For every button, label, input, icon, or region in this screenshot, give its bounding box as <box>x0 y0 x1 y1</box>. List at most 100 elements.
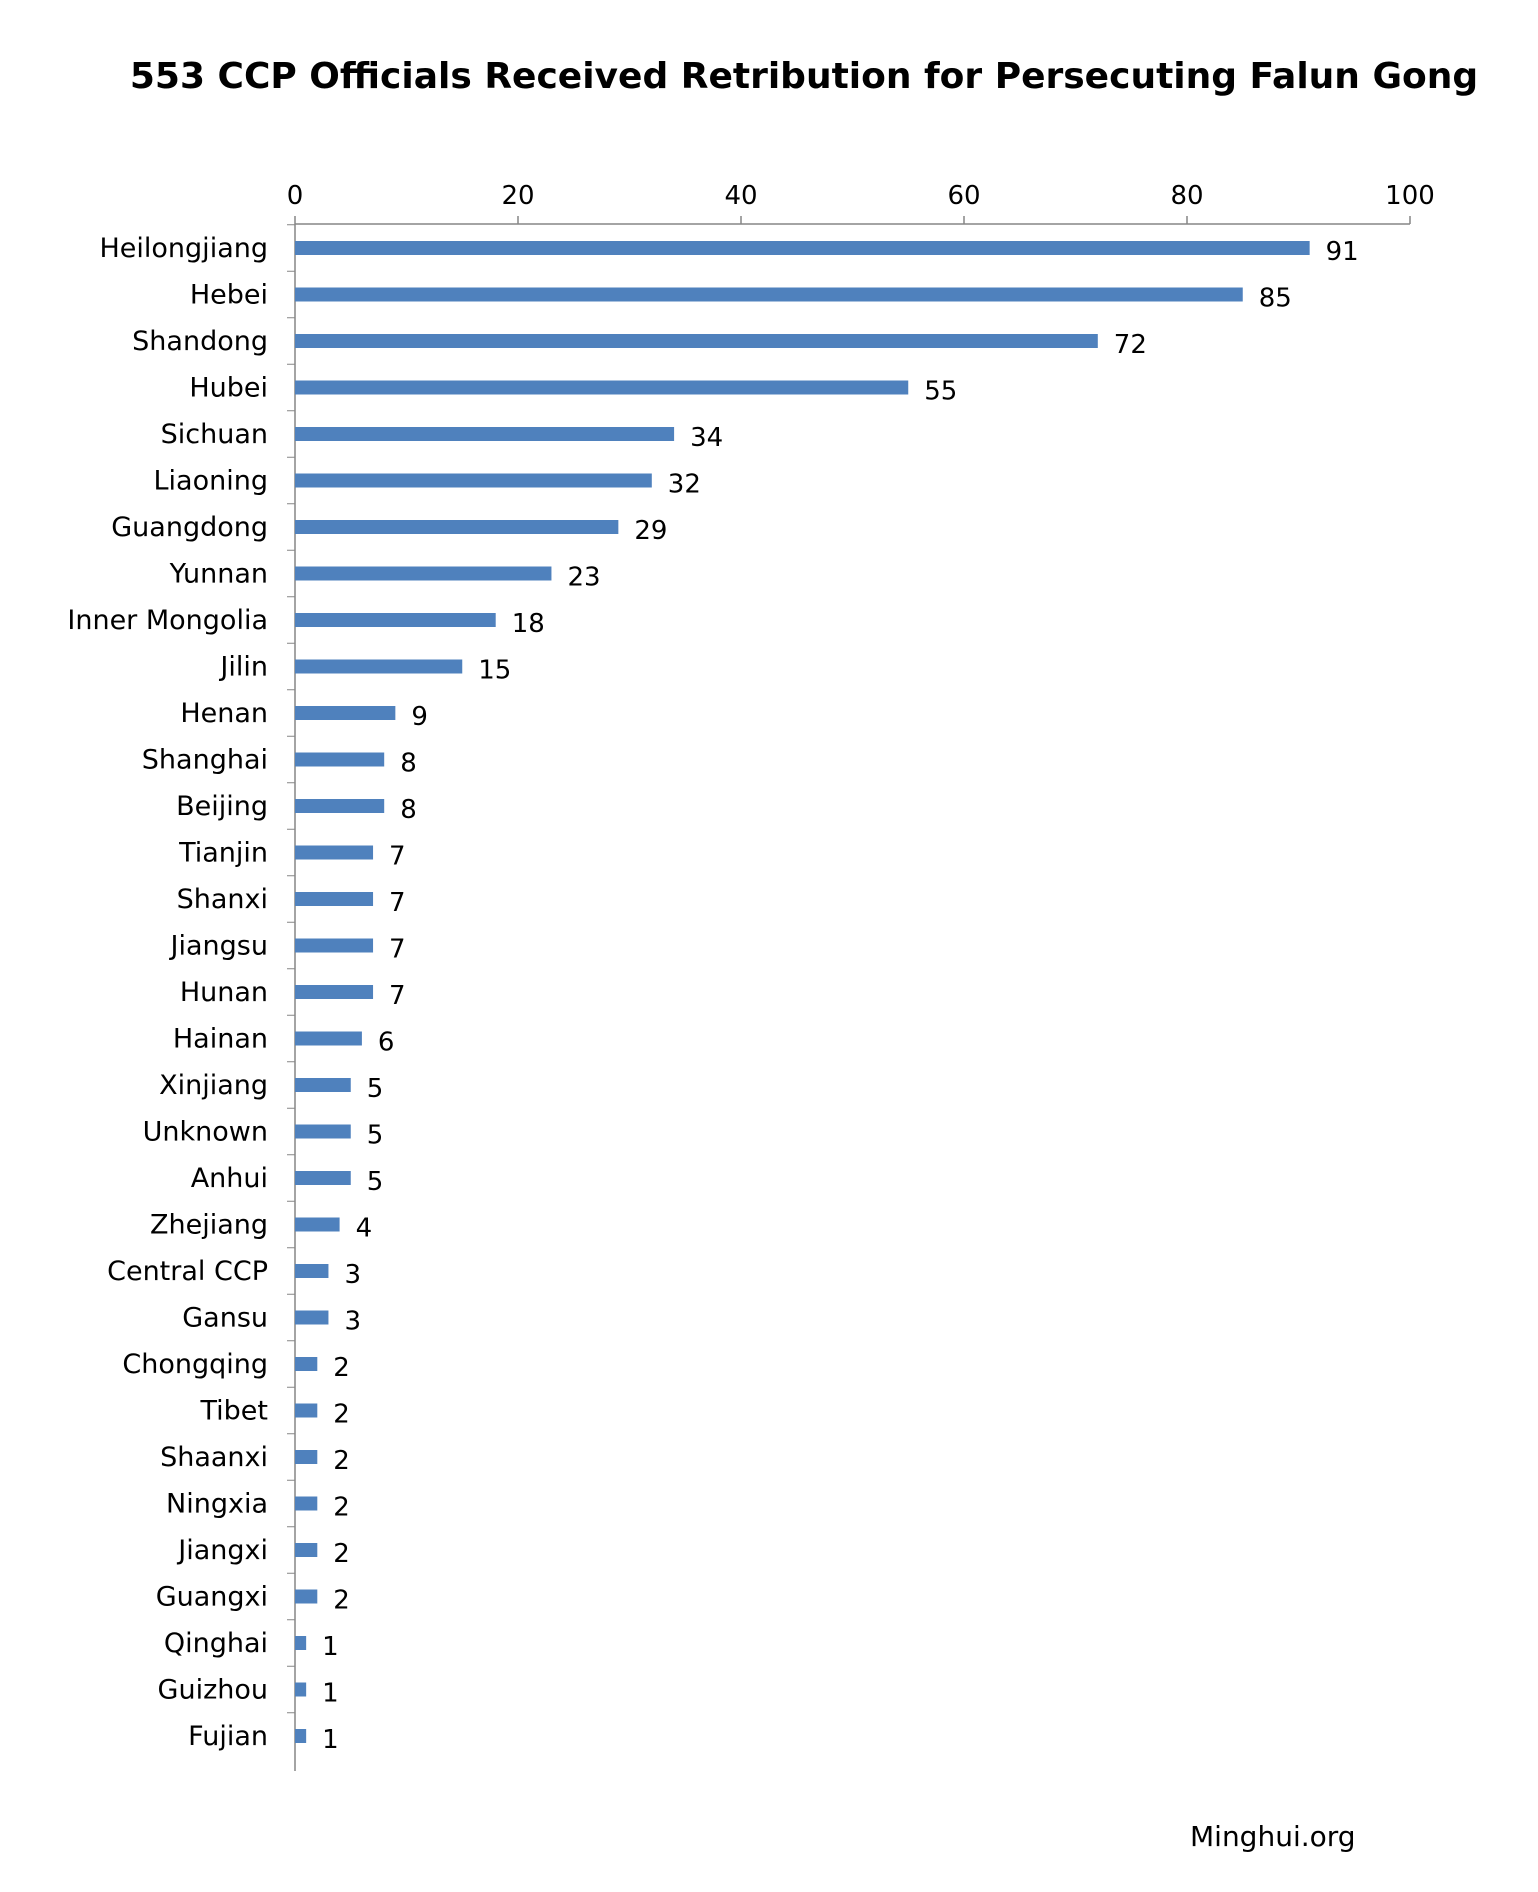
data-label: 55 <box>924 377 957 407</box>
category-label: Shanxi <box>177 884 268 915</box>
data-label: 5 <box>367 1167 384 1197</box>
category-label: Ningxia <box>166 1489 268 1520</box>
data-label: 9 <box>411 702 428 732</box>
x-axis: 0 20 40 60 80 100 <box>287 181 1435 1771</box>
data-label: 7 <box>389 842 406 872</box>
category-label: Hubei <box>189 373 268 404</box>
bar <box>295 845 374 860</box>
category-label: Henan <box>180 698 268 729</box>
bar <box>295 287 1243 302</box>
bar <box>295 752 385 767</box>
category-label: Sichuan <box>161 419 268 450</box>
category-label: Shanghai <box>142 745 268 776</box>
bar <box>295 334 1098 348</box>
bar <box>295 1682 307 1697</box>
data-label: 3 <box>344 1260 361 1290</box>
bar <box>295 1171 351 1185</box>
x-tick-label: 100 <box>1385 181 1435 211</box>
bar <box>295 380 909 395</box>
category-label: Tianjin <box>178 838 268 869</box>
category-label: Unknown <box>143 1117 268 1148</box>
data-labels: 9185725534322923181598877776555433222222… <box>322 237 1359 1755</box>
data-label: 1 <box>322 1679 339 1709</box>
data-label: 2 <box>333 1353 350 1383</box>
data-label: 7 <box>389 935 406 965</box>
category-label: Yunnan <box>169 559 268 590</box>
data-label: 2 <box>333 1446 350 1476</box>
x-tick-label: 60 <box>947 181 980 211</box>
bar <box>295 427 675 441</box>
data-label: 2 <box>333 1539 350 1569</box>
category-label: Anhui <box>191 1163 268 1194</box>
bar <box>295 985 374 999</box>
data-label: 6 <box>378 1028 395 1058</box>
category-label: Shandong <box>132 326 268 357</box>
bar <box>295 613 496 627</box>
x-tick-label: 0 <box>287 181 304 211</box>
data-label: 3 <box>344 1307 361 1337</box>
category-label: Guizhou <box>158 1675 268 1706</box>
data-label: 15 <box>478 656 511 686</box>
data-label: 5 <box>367 1121 384 1151</box>
bar <box>295 1636 307 1650</box>
category-label: Beijing <box>176 791 268 822</box>
data-label: 2 <box>333 1493 350 1523</box>
bars <box>295 241 1310 1743</box>
source-label: Minghui.org <box>1190 1820 1356 1853</box>
category-label: Xinjiang <box>159 1070 268 1101</box>
data-label: 34 <box>690 423 723 453</box>
category-label: Chongqing <box>122 1349 268 1380</box>
category-label: Jiangxi <box>176 1535 268 1566</box>
category-label: Jilin <box>218 652 268 683</box>
bar <box>295 938 374 953</box>
bar <box>295 241 1310 255</box>
data-label: 1 <box>322 1725 339 1755</box>
data-label: 2 <box>333 1586 350 1616</box>
category-label: Jiangsu <box>169 931 268 962</box>
bar <box>295 473 652 488</box>
x-tick-label: 80 <box>1170 181 1203 211</box>
data-label: 18 <box>512 609 545 639</box>
category-label: Guangdong <box>111 512 268 543</box>
category-label: Shaanxi <box>160 1442 268 1473</box>
bar <box>295 892 374 906</box>
data-label: 91 <box>1326 237 1359 267</box>
data-label: 7 <box>389 981 406 1011</box>
bar <box>295 520 619 534</box>
category-label: Hunan <box>180 977 268 1008</box>
bar <box>295 706 396 720</box>
bar <box>295 1357 318 1371</box>
data-label: 2 <box>333 1400 350 1430</box>
bar <box>295 1078 351 1092</box>
category-label: Gansu <box>182 1303 268 1334</box>
data-label: 7 <box>389 888 406 918</box>
bar <box>295 1450 318 1464</box>
data-label: 29 <box>634 516 667 546</box>
data-label: 32 <box>668 470 701 500</box>
bar <box>295 659 463 674</box>
bar <box>295 1310 329 1325</box>
category-label: Tibet <box>200 1396 269 1427</box>
category-label: Central CCP <box>107 1256 268 1287</box>
data-label: 8 <box>400 795 417 825</box>
bar <box>295 1729 307 1743</box>
data-label: 85 <box>1259 284 1292 314</box>
chart-title: 553 CCP Officials Received Retribution f… <box>129 56 1479 97</box>
category-label: Hebei <box>190 280 268 311</box>
bar <box>295 1031 362 1046</box>
category-label: Guangxi <box>156 1582 268 1613</box>
bar <box>295 566 552 581</box>
x-tick-label: 40 <box>724 181 757 211</box>
category-labels: Heilongjiang Hebei Shandong Hubei Sichuan Lia… <box>67 233 268 1752</box>
category-label: Inner Mongolia <box>67 605 268 636</box>
bar <box>295 1403 318 1418</box>
x-tick-label: 20 <box>501 181 534 211</box>
category-label: Fujian <box>188 1721 268 1752</box>
bar <box>295 1496 318 1511</box>
bar <box>295 1217 340 1232</box>
category-label: Zhejiang <box>150 1210 268 1241</box>
data-label: 5 <box>367 1074 384 1104</box>
category-label: Qinghai <box>164 1628 268 1659</box>
bar <box>295 1543 318 1557</box>
